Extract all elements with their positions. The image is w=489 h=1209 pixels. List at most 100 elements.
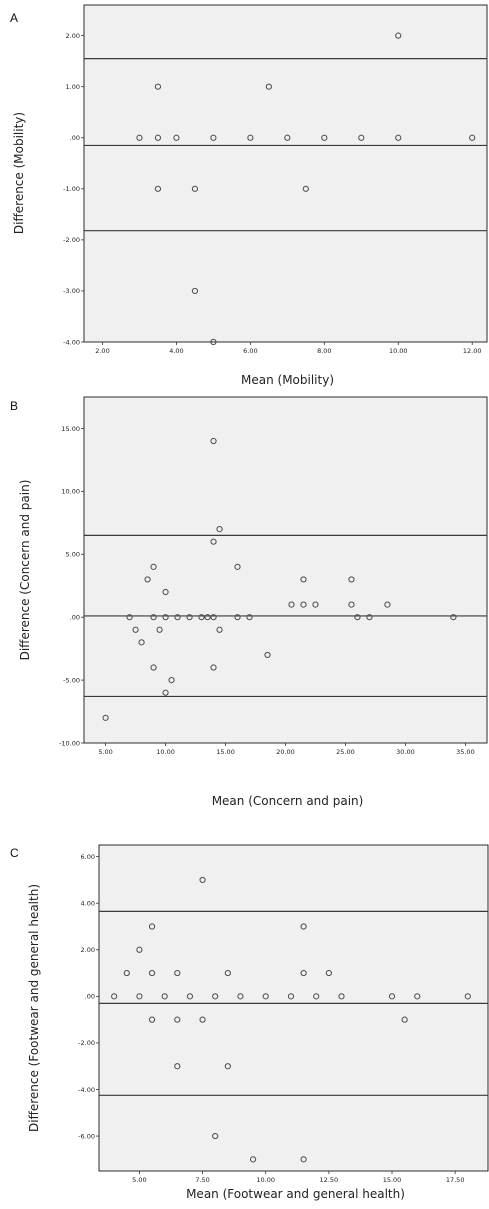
panel-b-x-tick-label: 25.00 (336, 748, 355, 756)
panel-b-y-tick-label: -5.00 (63, 676, 80, 684)
panel-b-data-point (168, 676, 175, 684)
panel-b-data-point (210, 538, 217, 545)
panel-c-data-point (338, 993, 345, 1000)
panel-b-data-point (216, 526, 223, 533)
panel-b-y-tick-label: -10.00 (59, 739, 80, 747)
panel-b-x-tick-label: 35.00 (456, 748, 475, 756)
panel-b-data-point (198, 614, 205, 621)
panel-c-data-point (414, 993, 421, 1000)
panel-a-x-axis-label: Mean (Mobility) (241, 373, 334, 387)
panel-b-data-point (366, 614, 373, 621)
panel-b-y-tick-label: 5.00 (66, 551, 80, 559)
panel-c-data-point (237, 993, 244, 1000)
panel-b-data-point (156, 626, 163, 633)
panel-b-data-point (126, 614, 133, 621)
panel-a-data-point (247, 134, 254, 141)
panel-c-data-point (174, 969, 181, 977)
panel-a-x-tick-label: 12.00 (463, 347, 482, 355)
panel-c-label: C (10, 846, 19, 860)
panel-a-data-point (210, 134, 217, 141)
panel-c-data-point (300, 923, 307, 930)
panel-b-y-axis-label: Difference (Concern and pain) (18, 480, 32, 661)
panel-a-y-tick-label: 2.00 (66, 32, 80, 40)
panel-b-data-point (138, 639, 145, 646)
panel-b-data-point (162, 689, 169, 696)
panel-b-y-tick-label: 15.00 (61, 425, 80, 433)
panel-b-data-point (234, 563, 241, 570)
panel-a-y-tick-label: -1.00 (63, 185, 80, 193)
panel-c-x-tick-label: 15.00 (383, 1176, 402, 1184)
panel-c-data-point (136, 946, 143, 953)
panel-a-data-point (173, 134, 180, 141)
panel-b-x-tick-label: 10.00 (156, 748, 175, 756)
panel-a-data-point (302, 185, 309, 192)
panel-a-x-tick-label: 10.00 (389, 347, 408, 355)
panel-a-x-tick-label: 2.00 (95, 347, 109, 355)
panel-c-data-point (148, 923, 156, 930)
panel-c-data-point (148, 1016, 156, 1023)
panel-c-y-axis-label: Difference (Footwear and general health) (27, 884, 41, 1132)
panel-c-x-tick-label: 17.50 (446, 1176, 465, 1184)
panel-a-data-point (154, 83, 162, 90)
panel-c: 5.00 7.50 10.00 12.50 15.00 17.50 6.00 4.00 2.00… (10, 844, 489, 1201)
panel-a-x-tick-label: 8.00 (317, 347, 331, 355)
panel-c-data-point (199, 876, 206, 884)
panel-b-data-point (348, 576, 355, 583)
panel-a-y-tick-label: .00 (70, 134, 80, 142)
panel-b-data-point (144, 576, 151, 583)
panel-c-data-point (123, 969, 130, 977)
panel-c-data-point (313, 993, 320, 1000)
panel-c-x-tick-label: 7.50 (195, 1176, 209, 1184)
panel-c-data-point (161, 993, 168, 1000)
panel-b-data-point (174, 614, 181, 621)
panel-b-plot-area (83, 396, 488, 744)
panel-c-data-point (148, 969, 156, 977)
panel-a-data-point (154, 185, 162, 192)
panel-c-plot-area (98, 844, 489, 1172)
panel-b-x-tick-label: 15.00 (216, 748, 235, 756)
panel-c-x-tick-label: 10.00 (256, 1176, 275, 1184)
panel-c-y-tick-label: 2.00 (81, 946, 95, 954)
panel-b-data-point (102, 714, 109, 721)
panel-a-data-point (395, 134, 402, 141)
panel-b-data-point (210, 614, 217, 621)
panel-b-data-point (288, 601, 295, 608)
panel-b-data-point (246, 614, 253, 621)
panel-c-data-point (186, 993, 194, 1000)
panel-b-data-point (186, 614, 193, 621)
panel-c-data-point (325, 969, 332, 977)
panel-b: 5.00 10.00 15.00 20.00 25.00 30.00 35.00 15.00 1… (10, 396, 488, 808)
panel-c-data-point (262, 993, 269, 1000)
panel-c-data-point (212, 993, 219, 1000)
panel-b-x-tick-label: 30.00 (396, 748, 415, 756)
panel-c-data-point (300, 969, 307, 977)
panel-b-data-point (234, 614, 241, 621)
panel-c-data-point (401, 1016, 408, 1023)
panel-c-data-point (111, 993, 118, 1000)
panel-c-y-tick-label: .00 (85, 993, 95, 1001)
panel-c-data-point (224, 1063, 231, 1070)
panel-b-data-point (384, 601, 391, 608)
panel-b-data-point (210, 437, 217, 445)
panel-b-data-point (300, 601, 307, 608)
panel-c-data-point (249, 1156, 257, 1163)
panel-b-x-tick-label: 5.00 (98, 748, 112, 756)
panel-a-data-point (136, 134, 143, 141)
panel-b-data-point (264, 651, 271, 659)
panel-b-x-tick-label: 20.00 (276, 748, 295, 756)
panel-c-data-point (300, 1156, 307, 1163)
panel-b-data-point (312, 601, 319, 608)
panel-b-data-point (162, 614, 169, 621)
panel-a-x-tick-label: 4.00 (169, 347, 183, 355)
panel-c-data-point (212, 1132, 219, 1140)
panel-b-y-tick-label: 10.00 (61, 488, 80, 496)
panel-c-data-point (224, 969, 231, 977)
panel-a-data-point (395, 32, 402, 39)
panel-a-y-tick-label: -2.00 (63, 236, 80, 244)
panel-b-label: B (10, 399, 18, 413)
panel-a-y-tick-label: 1.00 (66, 83, 80, 91)
panel-b-data-point (132, 626, 139, 633)
panel-a-data-point (284, 134, 291, 141)
panel-a-data-point (469, 134, 476, 141)
panel-c-data-point (136, 993, 143, 1000)
